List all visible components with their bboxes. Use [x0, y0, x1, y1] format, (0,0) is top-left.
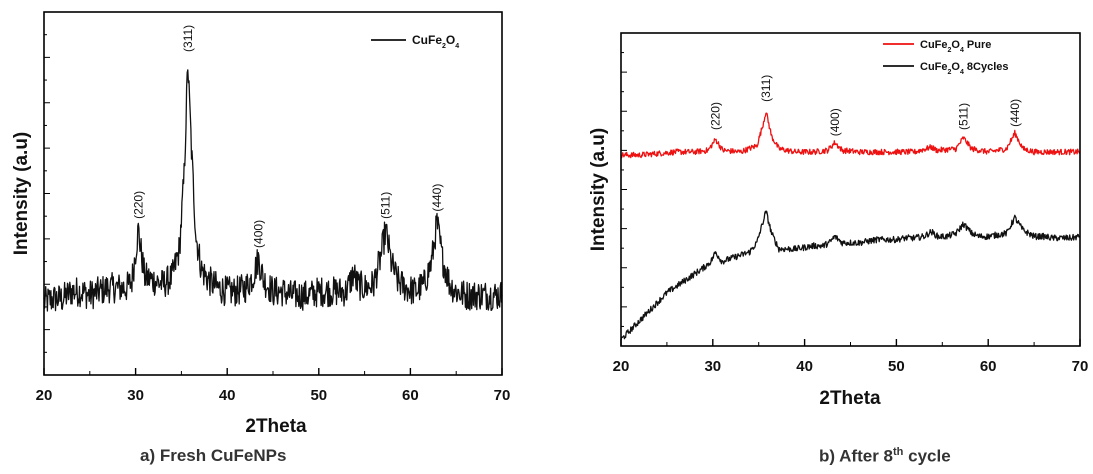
caption-panel-b: b) After 8th cycle — [819, 446, 951, 467]
legend-label-part: CuFe — [920, 39, 948, 51]
series-line-1 — [620, 210, 1081, 341]
peak-label: (440) — [430, 184, 444, 212]
legend-label-part: Pure — [964, 39, 992, 51]
peak-label: (400) — [828, 108, 842, 136]
legend-label-part: 2 — [948, 47, 952, 54]
x-tick-label: 20 — [36, 387, 53, 404]
x-tick-label: 30 — [127, 387, 144, 404]
x-axis-title: 2Theta — [245, 416, 307, 437]
legend-label-part: CuFe — [412, 33, 442, 47]
x-tick-label: 70 — [494, 387, 511, 404]
x-tick-label: 60 — [402, 387, 419, 404]
x-tick-label: 40 — [219, 387, 236, 404]
x-tick-label: 20 — [613, 358, 630, 375]
peak-label: (311) — [181, 25, 195, 52]
x-tick-label: 50 — [888, 358, 905, 375]
legend-label-part: 4 — [960, 69, 964, 76]
caption-b-prefix: b) After 8 — [819, 446, 893, 466]
chart-panel-a: 20 30 40 50 60 70 2Theta Intensity (a.u) (220) (3… — [11, 11, 511, 437]
series-line-0 — [43, 69, 503, 312]
y-axis-title: Intensity (a.u) — [588, 128, 609, 252]
x-tick-label: 40 — [796, 358, 813, 375]
x-axis-title: 2Theta — [819, 388, 881, 409]
legend-label-part: O — [951, 61, 960, 73]
peak-label: (220) — [709, 102, 723, 130]
peak-label: (220) — [131, 191, 145, 219]
series-line-0 — [620, 112, 1081, 159]
legend-label-part: CuFe — [920, 61, 948, 73]
legend-label-part: O — [951, 39, 960, 51]
legend-label-part: 8Cycles — [964, 61, 1009, 73]
x-tick-label: 70 — [1072, 358, 1089, 375]
legend-label-part: 2 — [442, 43, 446, 50]
peak-label: (511) — [956, 103, 970, 130]
legend-label-part: 4 — [960, 47, 964, 54]
y-axis-title: Intensity (a.u) — [11, 132, 32, 256]
legend: CuFe2O4 — [371, 33, 459, 50]
legend-label-1: CuFe2O4 8Cycles — [920, 61, 1009, 76]
caption-panel-a: a) Fresh CuFeNPs — [140, 446, 287, 465]
peak-label: (511) — [379, 192, 393, 219]
legend-label-0: CuFe2O4 — [412, 33, 459, 50]
caption-b-suffix: cycle — [903, 446, 951, 466]
legend-label-0: CuFe2O4 Pure — [920, 39, 991, 54]
x-tick-label: 60 — [980, 358, 997, 375]
chart-panel-b: 20 30 40 50 60 70 2Theta Intensity (a.u) (220) (3… — [588, 32, 1089, 409]
legend-label-part: 4 — [455, 43, 459, 50]
x-tick-label: 50 — [310, 387, 327, 404]
caption-b-superscript: th — [893, 446, 904, 458]
legend-label-part: O — [446, 33, 455, 47]
legend-label-part: 2 — [948, 69, 952, 76]
plot-frame — [620, 32, 1081, 347]
peak-label: (311) — [759, 75, 773, 102]
peak-label: (440) — [1008, 99, 1022, 127]
x-tick-label: 30 — [704, 358, 721, 375]
peak-label: (400) — [251, 220, 265, 248]
